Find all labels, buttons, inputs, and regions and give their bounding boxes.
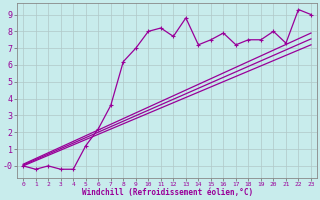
X-axis label: Windchill (Refroidissement éolien,°C): Windchill (Refroidissement éolien,°C): [82, 188, 253, 197]
